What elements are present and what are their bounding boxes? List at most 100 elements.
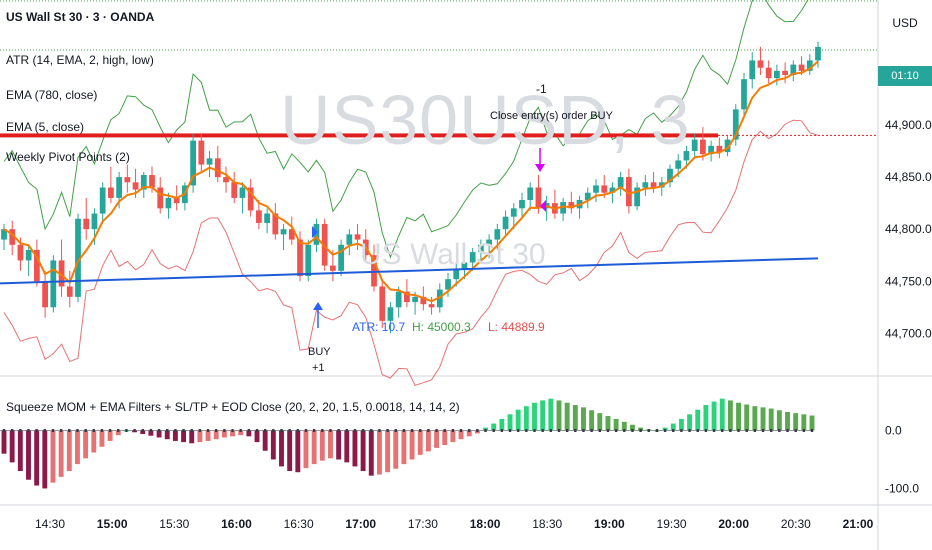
candle-body [256,210,262,223]
candle-body [420,296,427,305]
squeeze-dot [223,429,226,433]
squeeze-dot [508,429,512,433]
candle-body [634,187,640,207]
close-arrow-icon [535,164,545,172]
squeeze-dot [296,429,300,433]
histogram-bar [376,430,382,475]
histogram-bar [711,401,717,431]
squeeze-dot [533,429,536,433]
squeeze-dot [190,429,193,433]
candle [782,62,788,84]
candle-body [305,244,312,277]
squeeze-dot [100,429,104,433]
symbol-title[interactable]: US Wall St 30 · 3 · OANDA [6,10,155,24]
candle-body [354,234,361,240]
oscillator-tick-label: 0.0 [885,424,902,438]
candle [642,175,649,196]
histogram-bar [172,430,178,441]
candle [313,218,320,253]
countdown-tag: 01:10 [878,66,932,86]
indicator-ema-780[interactable]: EMA (780, close) [6,88,98,102]
candle [9,220,16,256]
candle-body [494,229,501,240]
squeeze-dot [378,429,381,433]
candle [108,166,114,204]
histogram-bar [221,430,227,438]
squeeze-dot [117,429,120,433]
squeeze-dot [10,429,14,433]
candle [206,151,213,178]
candle-body [371,255,377,287]
price-tick-label: 44,850.0 [885,170,932,184]
time-tick-label: 21:00 [843,517,874,531]
oscillator-label[interactable]: Squeeze MOM + EMA Filters + SL/TP + EOD … [6,400,460,414]
indicator-weekly-pivots[interactable]: Weekly Pivot Points (2) [6,150,130,164]
histogram-bar [425,430,431,452]
squeeze-dot [304,429,308,433]
candle [321,218,328,271]
time-tick-label: 20:00 [718,517,749,531]
candle-body [42,281,48,308]
candle [272,203,279,240]
squeeze-dot [157,429,161,433]
candle-body [675,160,682,169]
squeeze-dot [729,429,732,433]
candle [749,52,756,89]
candle-body [798,64,805,71]
histogram-bar [744,404,750,431]
time-tick-label: 14:30 [35,517,65,531]
squeeze-dot [255,429,259,433]
histogram-bar [548,398,554,431]
histogram-bar [295,430,301,473]
trade-markers [312,148,546,328]
indicator-atr[interactable]: ATR (14, EMA, 2, high, low) [6,53,154,67]
candle [297,231,303,282]
candle [700,127,706,161]
squeeze-dot [484,429,487,433]
histogram-bar [507,414,513,431]
histogram-bar [621,421,627,431]
squeeze-dot [704,429,708,433]
currency-label[interactable]: USD [892,16,918,30]
squeeze-dot [133,429,136,433]
histogram-bar [401,430,407,465]
squeeze-dot [451,429,455,433]
candle-body [765,67,772,79]
buy-qty-label: +1 [312,362,325,374]
histogram-bar [409,430,415,460]
histogram-bar [75,430,80,465]
candle [305,239,312,282]
histogram-bar [466,430,472,437]
histogram-bar [458,430,464,440]
candle [815,41,821,68]
squeeze-dot [247,429,251,433]
candle [214,145,221,183]
candle-body [510,208,517,217]
histogram-bar [703,405,709,431]
candle-body [700,139,706,155]
histogram-bar [752,406,758,431]
squeeze-dot [19,429,22,433]
squeeze-dot [574,429,577,433]
squeeze-dot [745,429,748,433]
candle-body [790,64,797,75]
indicator-ema-5[interactable]: EMA (5, close) [6,120,85,134]
squeeze-dot [337,429,340,433]
histogram-bar [279,430,284,467]
candle [790,60,797,82]
squeeze-dot [108,429,112,433]
candle-body [330,265,336,271]
candle-body [223,177,229,183]
candle-body [239,187,246,198]
candle [527,182,534,211]
candle-body [609,187,616,193]
squeeze-dot [712,429,716,433]
histogram-bar [687,414,693,431]
candle-body [206,158,213,165]
candle [371,244,377,292]
squeeze-dot [623,429,626,433]
squeeze-dot [737,429,740,433]
squeeze-dot [565,429,569,433]
candle [560,197,566,221]
